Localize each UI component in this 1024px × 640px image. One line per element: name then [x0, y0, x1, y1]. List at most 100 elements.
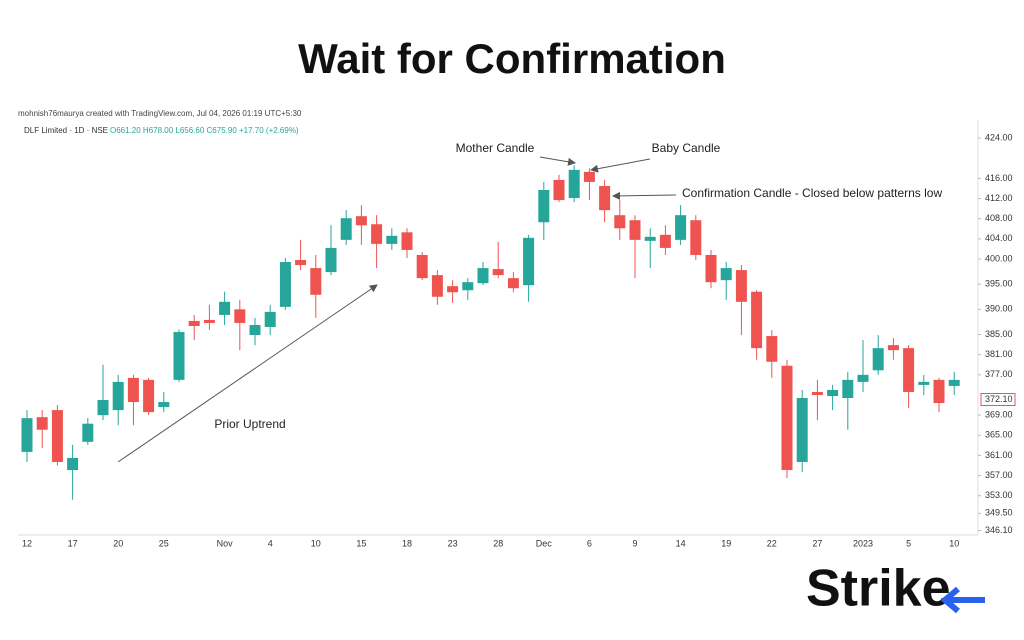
candle-body	[97, 400, 109, 416]
candle-body	[796, 398, 808, 462]
candle-body	[857, 374, 869, 382]
y-tick-label: 369.00	[985, 410, 1013, 420]
annotation-arrow	[117, 284, 378, 463]
y-tick-label: 408.00	[985, 213, 1013, 223]
logo-arrow	[940, 586, 985, 614]
x-tick-label: 5	[906, 538, 911, 548]
x-tick-label: 6	[587, 538, 592, 548]
x-tick-label: 14	[676, 538, 686, 548]
candle-body	[629, 220, 641, 240]
candle-body	[219, 301, 231, 315]
x-tick-label: Dec	[536, 538, 553, 548]
candle-body	[766, 336, 778, 362]
y-tick-label: 361.00	[985, 450, 1013, 460]
y-tick-label: 357.00	[985, 470, 1013, 480]
y-tick-label: 404.00	[985, 233, 1013, 243]
candle-body	[781, 365, 793, 471]
x-tick-label: 20	[113, 538, 123, 548]
candle-body	[599, 185, 611, 211]
candle-body	[82, 423, 94, 442]
candle-body	[36, 417, 48, 430]
candle-body	[188, 320, 200, 326]
annotation-arrow	[612, 191, 677, 200]
candle-body	[553, 179, 565, 201]
candle-body	[310, 268, 322, 295]
candle-body	[523, 237, 535, 286]
y-tick-label: 424.00	[985, 133, 1013, 143]
candle-body	[583, 171, 595, 182]
candle-body	[675, 215, 687, 240]
candle-body	[249, 324, 261, 336]
x-tick-label: 28	[493, 538, 503, 548]
candle-body	[355, 216, 367, 226]
y-tick-label: 390.00	[985, 304, 1013, 314]
candle-body	[431, 275, 443, 297]
candle-body	[158, 402, 170, 408]
candle-body	[538, 190, 550, 223]
candle-body	[325, 247, 337, 273]
candle-body	[173, 332, 185, 380]
candle-body	[416, 254, 428, 279]
y-tick-label: 416.00	[985, 173, 1013, 183]
x-tick-label: Nov	[217, 538, 234, 548]
candle-body	[644, 236, 656, 241]
x-tick-label: 27	[812, 538, 822, 548]
candle-body	[234, 309, 246, 323]
x-tick-label: 18	[402, 538, 412, 548]
y-tick-label: 385.00	[985, 329, 1013, 339]
y-tick-label: 400.00	[985, 253, 1013, 263]
annotation: Baby Candle	[652, 141, 721, 155]
candle-body	[447, 286, 459, 293]
x-tick-label: 10	[311, 538, 321, 548]
candle-body	[21, 418, 33, 452]
annotation-arrow	[539, 156, 576, 166]
candle-body	[659, 234, 671, 248]
candle-body	[386, 235, 398, 244]
page-title: Wait for Confirmation	[298, 35, 726, 82]
y-tick-label: 365.00	[985, 430, 1013, 440]
candle-body	[507, 278, 519, 289]
y-tick-label: 395.00	[985, 279, 1013, 289]
candle-body	[720, 268, 732, 281]
y-tick-label: 377.00	[985, 369, 1013, 379]
candle-body	[67, 457, 79, 471]
candle-body	[477, 268, 489, 284]
attribution: mohnish76maurya created with TradingView…	[18, 109, 302, 118]
x-tick-label: 9	[632, 538, 637, 548]
y-tick-label: 346.10	[985, 525, 1013, 535]
x-tick-label: 12	[22, 538, 32, 548]
candle-body	[568, 169, 580, 199]
candle-body	[340, 218, 352, 240]
candle-body	[735, 270, 747, 302]
candle-body	[51, 410, 63, 462]
y-tick-label: 381.00	[985, 349, 1013, 359]
annotation: Confirmation Candle - Closed below patte…	[682, 186, 942, 200]
candle-body	[203, 319, 215, 323]
candle-body	[705, 254, 717, 283]
x-tick-label: 22	[767, 538, 777, 548]
candle-body	[918, 381, 930, 385]
candle-body	[933, 379, 945, 404]
candle-body	[295, 260, 307, 266]
y-tick-label: 349.50	[985, 508, 1013, 518]
x-tick-label: 17	[68, 538, 78, 548]
candle-body	[112, 381, 124, 411]
annotation: Prior Uptrend	[214, 417, 285, 431]
logo: Strike	[806, 560, 951, 618]
y-tick-label: 412.00	[985, 193, 1013, 203]
symbol: DLF Limited · 1D · NSE	[24, 126, 108, 135]
candle-body	[887, 345, 899, 351]
candle-body	[279, 262, 291, 307]
candle-body	[614, 215, 626, 229]
candle-body	[751, 291, 763, 349]
candle-body	[492, 269, 504, 276]
ohlc-legend: O661.20 H678.00 L656.60 C675.90 +17.70 (…	[110, 126, 299, 135]
candle-body	[872, 348, 884, 371]
x-tick-label: 23	[448, 538, 458, 548]
candle-body	[948, 379, 960, 386]
candle-body	[462, 282, 474, 291]
x-tick-label: 15	[356, 538, 366, 548]
candle-body	[264, 311, 276, 327]
candle-body	[371, 224, 383, 244]
